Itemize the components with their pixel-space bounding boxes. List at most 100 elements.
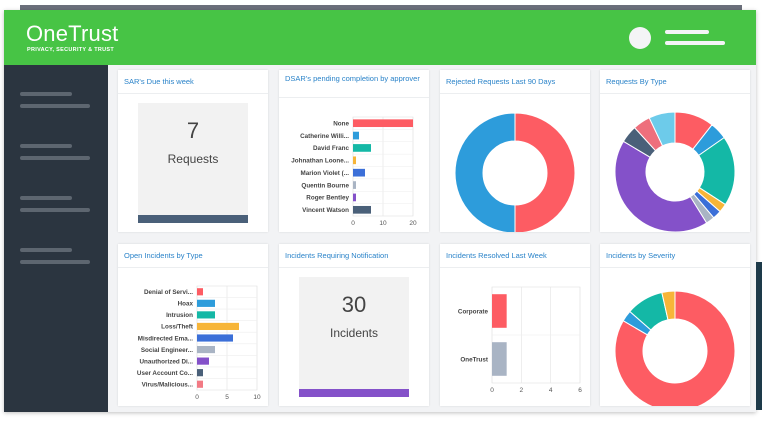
bar bbox=[492, 294, 507, 328]
resolved-bar-chart: 0 2 4 6 Corporate OneTrust bbox=[458, 286, 582, 394]
kpi-bar bbox=[299, 389, 409, 397]
card-title: Incidents by Severity bbox=[600, 244, 750, 268]
category-label: David Franc bbox=[313, 145, 350, 152]
card-title: Rejected Requests Last 90 Days bbox=[440, 70, 590, 94]
sidebar-item[interactable] bbox=[20, 156, 90, 160]
x-tick-label: 2 bbox=[520, 387, 524, 394]
sidebar-item[interactable] bbox=[20, 208, 90, 212]
card-title: Incidents Resolved Last Week bbox=[440, 244, 590, 268]
bar bbox=[353, 205, 371, 214]
x-tick-label: 0 bbox=[351, 220, 355, 227]
severity-donut-chart bbox=[614, 290, 736, 406]
kpi-bar bbox=[138, 215, 248, 223]
bar bbox=[197, 380, 203, 388]
bar bbox=[197, 334, 233, 342]
donut-slice bbox=[614, 290, 736, 406]
category-label: Johnathan Loone... bbox=[291, 158, 349, 165]
sidebar bbox=[4, 65, 108, 412]
category-label: Quentin Bourne bbox=[301, 182, 349, 189]
category-label: Intrusion bbox=[166, 312, 193, 319]
x-tick-label: 10 bbox=[253, 394, 261, 401]
category-label: User Account Co... bbox=[137, 370, 193, 377]
category-label: Hoax bbox=[178, 301, 194, 308]
donut-slice bbox=[454, 112, 516, 232]
menu-line[interactable] bbox=[665, 30, 709, 34]
category-label: Social Engineer... bbox=[141, 347, 193, 354]
avatar[interactable] bbox=[629, 27, 651, 49]
window-top-bar bbox=[20, 5, 742, 11]
kpi-label: Requests bbox=[167, 152, 219, 166]
card-title: Incidents Requiring Notification bbox=[279, 244, 429, 268]
logo-tagline: PRIVACY, SECURITY & TRUST bbox=[27, 47, 115, 53]
bar bbox=[197, 345, 215, 354]
category-label: None bbox=[333, 120, 349, 127]
background-window-edge bbox=[756, 262, 762, 410]
category-label: Denial of Servi... bbox=[144, 289, 193, 296]
bar bbox=[197, 288, 203, 296]
bar bbox=[353, 119, 413, 128]
card-title: SAR's Due this week bbox=[118, 70, 268, 94]
open-incidents-bar-chart: 0 5 10 Denial of Servi... Hoax Intrusion Loss/… bbox=[137, 285, 261, 401]
card-sars-due[interactable]: SAR's Due this week 7 Requests bbox=[118, 70, 268, 232]
bar bbox=[353, 131, 359, 140]
app-window: OneTrust PRIVACY, SECURITY & TRUST SAR's… bbox=[4, 10, 756, 412]
sidebar-item[interactable] bbox=[20, 92, 72, 96]
card-title: DSAR's pending completion by approver bbox=[279, 70, 429, 98]
x-tick-label: 20 bbox=[409, 220, 417, 227]
header: OneTrust PRIVACY, SECURITY & TRUST bbox=[4, 10, 756, 65]
x-tick-label: 10 bbox=[379, 220, 387, 227]
category-label: Catherine Willi... bbox=[300, 133, 349, 140]
x-tick-label: 0 bbox=[490, 387, 494, 394]
sidebar-item[interactable] bbox=[20, 260, 90, 264]
card-incidents-resolved[interactable]: Incidents Resolved Last Week 0 2 4 6 Corpora… bbox=[440, 244, 590, 406]
x-tick-label: 0 bbox=[195, 394, 199, 401]
category-label: Vincent Watson bbox=[302, 207, 349, 214]
card-dsar-pending[interactable]: DSAR's pending completion by approver 0 1… bbox=[279, 70, 429, 232]
bar bbox=[197, 322, 239, 331]
sidebar-item[interactable] bbox=[20, 248, 72, 252]
card-rejected-requests[interactable]: Rejected Requests Last 90 Days bbox=[440, 70, 590, 232]
category-label: Unauthorized Di... bbox=[139, 358, 193, 365]
bar bbox=[353, 144, 371, 152]
bar bbox=[353, 168, 365, 177]
kpi-value: 7 bbox=[186, 118, 200, 143]
bar bbox=[353, 156, 356, 165]
kpi-box: 7 Requests bbox=[138, 103, 248, 223]
category-label: Corporate bbox=[458, 308, 489, 315]
donut-slice bbox=[661, 290, 676, 321]
card-open-incidents[interactable]: Open Incidents by Type 0 5 10 Denial of Ser… bbox=[118, 244, 268, 406]
category-label: Misdirected Ema... bbox=[138, 335, 194, 342]
kpi-box: 30 Incidents bbox=[299, 277, 409, 397]
rejected-donut-chart bbox=[454, 112, 576, 232]
kpi-label: Incidents bbox=[329, 326, 379, 340]
x-tick-label: 4 bbox=[549, 387, 553, 394]
x-tick-label: 5 bbox=[225, 394, 229, 401]
menu-line[interactable] bbox=[665, 41, 725, 45]
card-title: Requests By Type bbox=[600, 70, 750, 94]
logo: OneTrust bbox=[26, 21, 119, 46]
category-label: OneTrust bbox=[460, 356, 489, 363]
bar bbox=[197, 369, 203, 377]
bar bbox=[353, 193, 356, 202]
category-label: Virus/Malicious... bbox=[142, 382, 194, 389]
donut-slice bbox=[614, 140, 708, 232]
category-label: Loss/Theft bbox=[161, 324, 194, 331]
bar bbox=[492, 342, 507, 376]
bar bbox=[353, 181, 356, 189]
donut-slice bbox=[514, 112, 576, 232]
requests-type-donut-chart bbox=[614, 111, 736, 232]
dsar-bar-chart: 0 10 20 None Catherine Willi... David Franc Jo… bbox=[291, 116, 417, 227]
bar bbox=[197, 299, 215, 307]
sidebar-item[interactable] bbox=[20, 196, 72, 200]
kpi-value: 30 bbox=[341, 292, 367, 317]
card-incidents-notification[interactable]: Incidents Requiring Notification 30 Inci… bbox=[279, 244, 429, 406]
card-incidents-severity[interactable]: Incidents by Severity bbox=[600, 244, 750, 406]
sidebar-item[interactable] bbox=[20, 104, 90, 108]
bar bbox=[197, 357, 209, 365]
category-label: Roger Bentley bbox=[306, 195, 349, 202]
category-label: Marion Violet (... bbox=[300, 170, 349, 177]
donut-slice bbox=[648, 111, 676, 147]
card-title: Open Incidents by Type bbox=[118, 244, 268, 268]
card-requests-by-type[interactable]: Requests By Type bbox=[600, 70, 750, 232]
sidebar-item[interactable] bbox=[20, 144, 72, 148]
